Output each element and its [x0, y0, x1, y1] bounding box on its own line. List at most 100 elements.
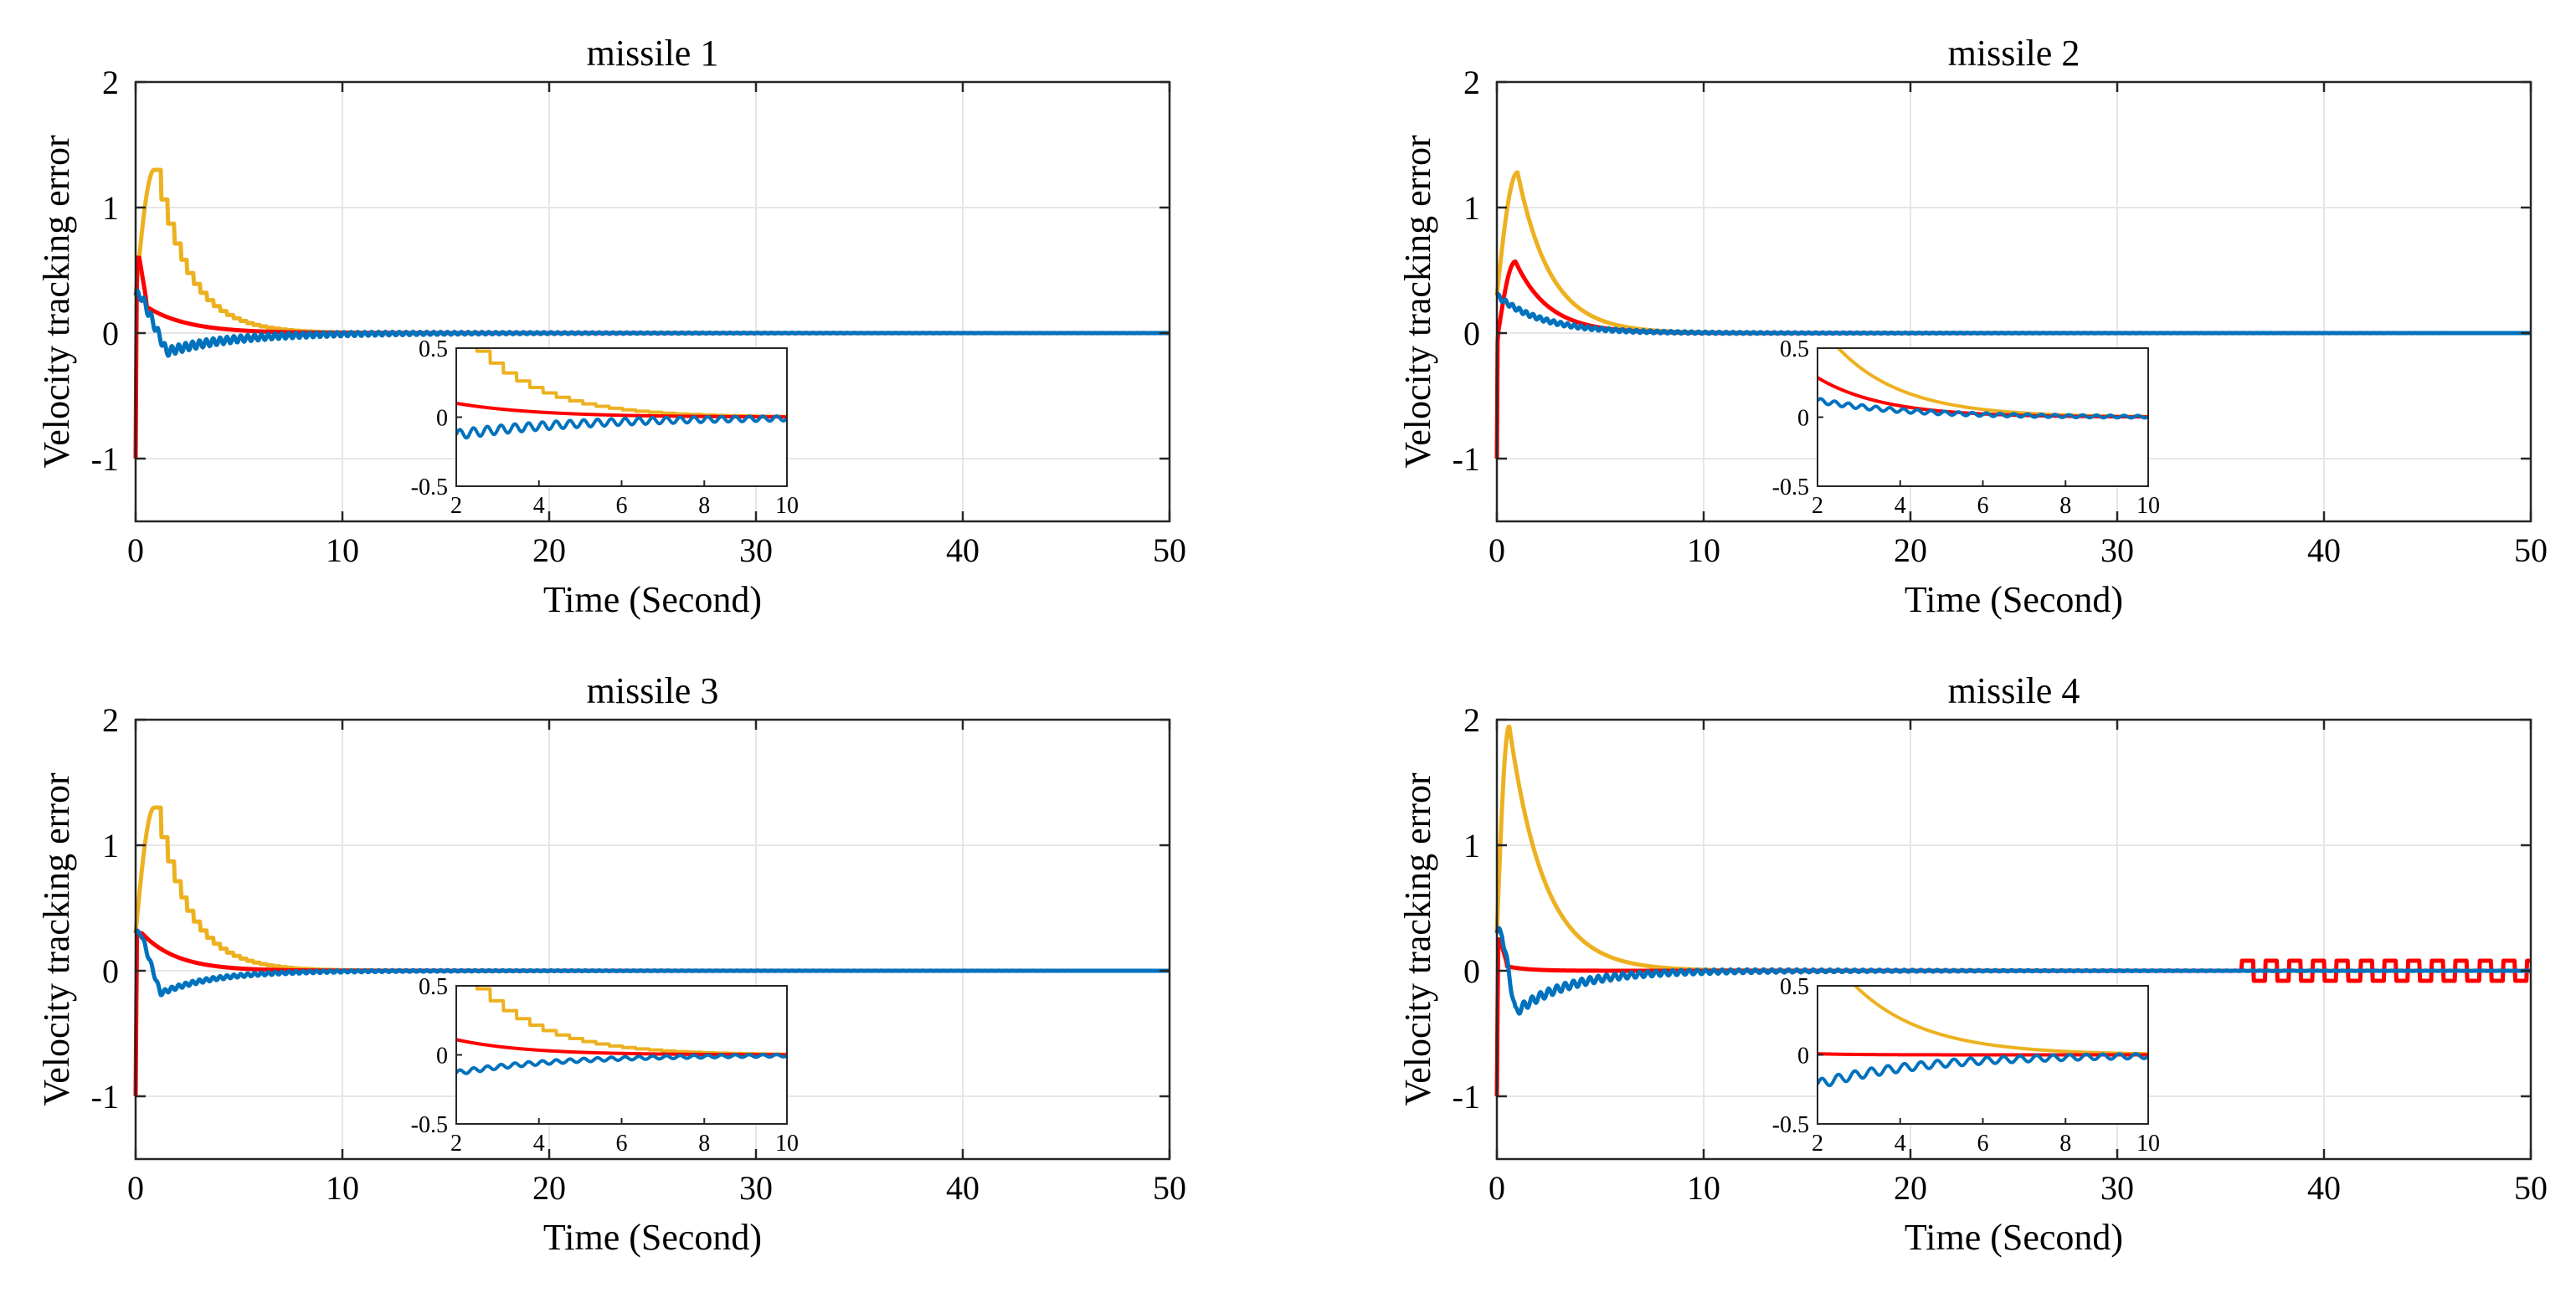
axes-box [134, 80, 1171, 523]
y-tick-label: 2 [102, 64, 119, 101]
x-tick-label: 20 [1894, 531, 1927, 569]
y-tick-label: 2 [1463, 701, 1480, 739]
inset-x-tick-label: 10 [2136, 1131, 2160, 1157]
x-tick-label: 10 [326, 1169, 359, 1207]
x-tick-label: 30 [739, 531, 773, 569]
x-tick-label: 20 [532, 531, 566, 569]
inset-x-tick-label: 10 [775, 1131, 799, 1157]
inset-x-tick-label: 6 [1977, 1131, 1989, 1157]
inset-y-tick-label: 0 [1797, 1044, 1809, 1070]
y-axis-label: Velocity tracking error [1397, 772, 1438, 1106]
inset-x-tick-label: 2 [1812, 1131, 1823, 1157]
inset-series-line-3 [456, 1053, 787, 1075]
x-tick-label: 10 [1687, 531, 1720, 569]
inset-y-tick-label: 0.5 [1780, 974, 1809, 1000]
inset-plot: 2 4 6 8 10 -0.5 0 0.5 [411, 336, 799, 519]
x-tick-label: 20 [1894, 1169, 1927, 1207]
chart-title: missile 3 [587, 670, 719, 711]
x-tick-label: 50 [1153, 531, 1186, 569]
x-tick-label: 10 [1687, 1169, 1720, 1207]
x-tick-label: 40 [2307, 1169, 2341, 1207]
y-tick-label: -1 [1453, 440, 1480, 478]
inset-x-tick-label: 8 [2059, 1131, 2071, 1157]
x-tick-label: 40 [2307, 531, 2341, 569]
inset-x-tick-label: 4 [1895, 493, 1906, 519]
y-tick-label: -1 [91, 440, 119, 478]
inset-series-line-3 [1818, 397, 2148, 420]
inset-x-tick-label: 6 [616, 1131, 628, 1157]
inset-x-tick-label: 8 [2059, 493, 2071, 519]
x-axis-label: Time (Second) [543, 1217, 762, 1258]
x-axis-label: Time (Second) [1905, 579, 2123, 620]
axes-box [134, 718, 1171, 1161]
inset-x-tick-label: 2 [450, 493, 462, 519]
y-axis-label: Velocity tracking error [36, 135, 77, 469]
inset-y-tick-label: -0.5 [411, 475, 448, 500]
inset-y-tick-label: 0.5 [419, 974, 448, 1000]
series-line-3 [133, 288, 1171, 358]
y-tick-label: 1 [1463, 827, 1480, 864]
inset-x-tick-label: 8 [698, 493, 710, 519]
x-tick-label: 0 [1489, 1169, 1505, 1207]
inset-series-group [456, 986, 787, 1075]
x-tick-label: 0 [127, 531, 144, 569]
x-tick-label: 40 [946, 531, 979, 569]
x-tick-label: 10 [326, 531, 359, 569]
x-tick-label: 30 [2100, 531, 2134, 569]
y-tick-label: 2 [102, 701, 119, 739]
inset-x-tick-label: 2 [1812, 493, 1823, 519]
inset-x-tick-label: 4 [1895, 1131, 1906, 1157]
y-tick-label: 2 [1463, 64, 1480, 101]
inset-series-line-3 [456, 414, 787, 440]
inset-y-tick-label: -0.5 [411, 1112, 448, 1138]
series-line-3 [1494, 926, 2532, 1016]
y-tick-label: -1 [1453, 1078, 1480, 1116]
x-axis-label: Time (Second) [1905, 1217, 2123, 1258]
x-tick-label: 40 [946, 1169, 979, 1207]
inset-y-tick-label: 0 [436, 1044, 448, 1070]
x-tick-label: 50 [2514, 1169, 2548, 1207]
x-tick-label: 20 [532, 1169, 566, 1207]
x-tick-label: 50 [1153, 1169, 1186, 1207]
axes-box [1495, 80, 2532, 523]
chart-title: missile 4 [1948, 670, 2080, 711]
inset-series-line-1 [1853, 986, 2148, 1056]
y-tick-label: 0 [102, 952, 119, 990]
inset-y-tick-label: -0.5 [1772, 1112, 1809, 1138]
inset-x-tick-label: 8 [698, 1131, 710, 1157]
axes-box [1495, 718, 2532, 1161]
inset-y-tick-label: 0 [1797, 406, 1809, 432]
x-tick-label: 50 [2514, 531, 2548, 569]
inset-plot: 2 4 6 8 10 -0.5 0 0.5 [1772, 974, 2160, 1157]
x-tick-label: 0 [1489, 531, 1505, 569]
y-axis-label: Velocity tracking error [36, 772, 77, 1106]
inset-y-tick-label: 0.5 [419, 336, 448, 362]
x-tick-label: 0 [127, 1169, 144, 1207]
x-tick-label: 30 [2100, 1169, 2134, 1207]
inset-y-tick-label: -0.5 [1772, 475, 1809, 500]
chart-title: missile 1 [587, 33, 719, 74]
y-tick-label: -1 [91, 1078, 119, 1116]
inset-x-tick-label: 4 [533, 493, 545, 519]
series-line-3 [1495, 292, 2532, 336]
inset-x-tick-label: 6 [616, 493, 628, 519]
y-tick-label: 1 [1463, 189, 1480, 227]
inset-y-tick-label: 0.5 [1780, 336, 1809, 362]
series-line-3 [133, 928, 1171, 998]
y-tick-label: 0 [102, 315, 119, 352]
inset-series-group [456, 348, 787, 440]
inset-x-tick-label: 6 [1977, 493, 1989, 519]
chart-title: missile 2 [1948, 33, 2080, 74]
inset-plot: 2 4 6 8 10 -0.5 0 0.5 [411, 974, 799, 1157]
x-axis-label: Time (Second) [543, 579, 762, 620]
inset-series-group [1818, 348, 2148, 420]
y-tick-label: 0 [1463, 952, 1480, 990]
inset-series-line-3 [1818, 1052, 2148, 1088]
inset-x-tick-label: 4 [533, 1131, 545, 1157]
x-tick-label: 30 [739, 1169, 773, 1207]
